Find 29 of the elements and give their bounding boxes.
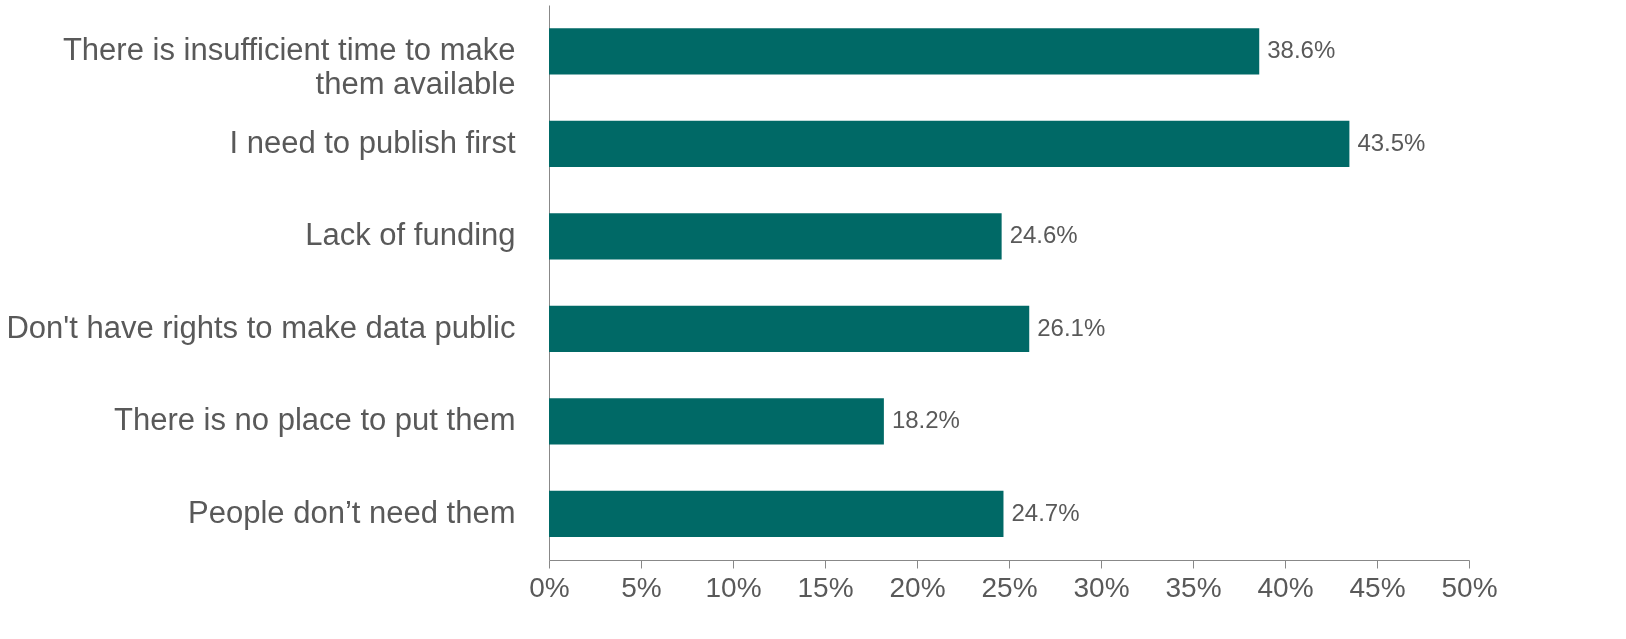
bar bbox=[549, 120, 1350, 167]
x-tick-label: 45% bbox=[1349, 571, 1406, 603]
y-tick-label: People don’t need them bbox=[188, 494, 516, 530]
bar bbox=[549, 28, 1260, 75]
data-label: 26.1% bbox=[1037, 313, 1106, 341]
data-label: 24.7% bbox=[1011, 498, 1080, 526]
y-tick-label: I need to publish first bbox=[229, 124, 516, 160]
x-tick-label: 5% bbox=[621, 571, 662, 603]
x-tick-label: 50% bbox=[1441, 571, 1498, 603]
x-tick-label: 25% bbox=[981, 571, 1038, 603]
x-tick-label: 35% bbox=[1165, 571, 1222, 603]
x-tick-label: 30% bbox=[1073, 571, 1130, 603]
x-tick-label: 0% bbox=[529, 571, 570, 603]
y-tick-label: There is no place to put them bbox=[113, 402, 516, 438]
bar bbox=[549, 490, 1004, 537]
y-tick-label: There is insufficient time to make them available bbox=[62, 32, 516, 102]
y-tick-label: Lack of funding bbox=[305, 217, 516, 253]
y-tick-label: Don't have rights to make data public bbox=[6, 309, 516, 345]
bar bbox=[549, 305, 1030, 352]
data-label: 18.2% bbox=[891, 406, 960, 434]
bar bbox=[549, 398, 884, 445]
x-tick-label: 10% bbox=[705, 571, 762, 603]
x-tick-label: 15% bbox=[797, 571, 854, 603]
data-label: 38.6% bbox=[1267, 36, 1336, 64]
data-label: 43.5% bbox=[1357, 128, 1426, 156]
x-tick-label: 20% bbox=[889, 571, 946, 603]
bar bbox=[549, 213, 1002, 260]
data-label: 24.6% bbox=[1009, 221, 1078, 249]
x-tick-label: 40% bbox=[1257, 571, 1314, 603]
